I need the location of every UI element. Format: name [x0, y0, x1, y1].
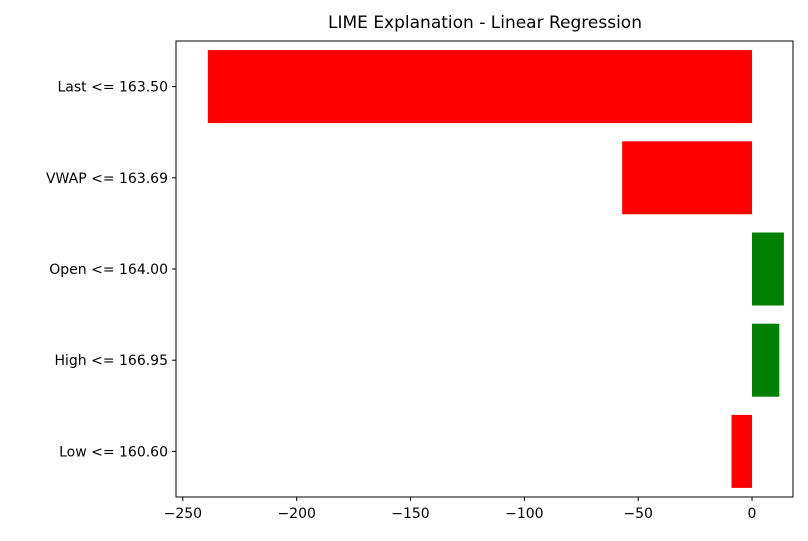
x-tick-label: −100 — [505, 506, 543, 522]
axes-frame — [175, 40, 794, 498]
x-tick-label: −200 — [277, 506, 315, 522]
bar-2 — [752, 232, 784, 306]
x-tick-label: 0 — [748, 506, 757, 522]
y-tick-label: Open <= 164.00 — [49, 262, 168, 278]
x-tick-label: −50 — [623, 506, 653, 522]
y-tick-label: Last <= 163.50 — [57, 80, 168, 96]
bars-group — [207, 50, 784, 488]
y-axis-ticks: Last <= 163.50 VWAP <= 163.69 Open <= 164.… — [46, 80, 176, 460]
y-tick-label: VWAP <= 163.69 — [46, 171, 168, 187]
x-tick-label: −250 — [164, 506, 202, 522]
bar-4 — [731, 414, 752, 488]
chart-title: LIME Explanation - Linear Regression — [328, 13, 642, 33]
x-tick-label: −150 — [391, 506, 429, 522]
y-tick-label: High <= 166.95 — [54, 353, 168, 369]
bar-3 — [752, 323, 780, 397]
bar-0 — [207, 50, 752, 124]
y-tick-label: Low <= 160.60 — [59, 444, 168, 460]
bar-1 — [622, 141, 752, 215]
x-axis-ticks: −250 −200 −150 −100 −50 0 — [164, 497, 757, 522]
